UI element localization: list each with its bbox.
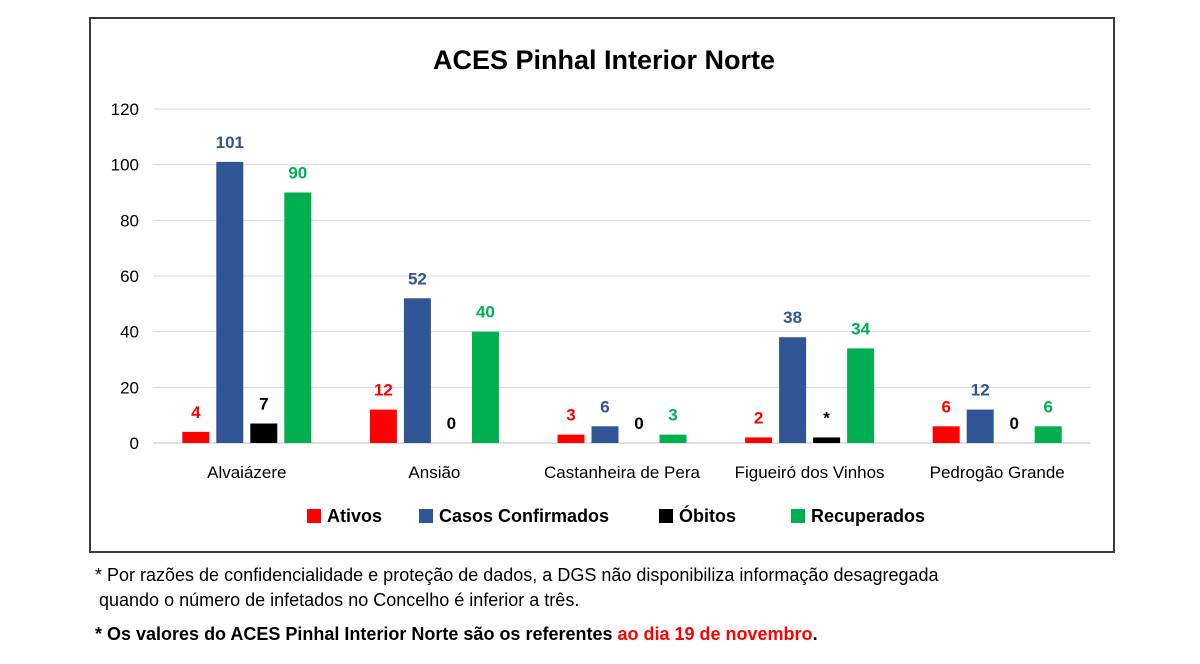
- data-label-casos-confirmados-figueiro-dos-vinhos: 38: [783, 308, 802, 327]
- data-label-casos-confirmados-alvaiazere: 101: [216, 133, 244, 152]
- category-label-figueiro-dos-vinhos: Figueiró dos Vinhos: [735, 463, 885, 482]
- y-axis-ticks: 0 20 40 60 80 100 120: [111, 100, 139, 453]
- bar-recuperados-pedrogao-grande: [1034, 426, 1062, 443]
- data-label-recuperados-pedrogao-grande: 6: [1043, 397, 1052, 416]
- bar-chart: ACES Pinhal Interior Norte 0204060801001…: [111, 45, 1091, 526]
- bar-recuperados-ansiao: [471, 331, 499, 443]
- data-label-ativos-castanheira-de-pera: 3: [566, 406, 575, 425]
- legend-swatch-ativos: [307, 509, 321, 523]
- bar-casos-confirmados-pedrogao-grande: [966, 409, 994, 443]
- chart-frame: ACES Pinhal Interior Norte 0 20 40 60 80 100 1…: [89, 17, 1115, 553]
- bar-ativos-figueiro-dos-vinhos: [745, 437, 773, 443]
- y-tick-60: 60: [120, 267, 139, 286]
- data-label-recuperados-figueiro-dos-vinhos: 34: [851, 319, 870, 338]
- legend-label-recuperados: Recuperados: [811, 506, 925, 526]
- footnote-reference-prefix: * Os valores do ACES Pinhal Interior Nor…: [95, 624, 618, 644]
- bar-casos-confirmados-ansiao: [403, 298, 431, 443]
- bar-obitos-figueiro-dos-vinhos: [813, 437, 841, 443]
- footnote-reference-suffix: .: [812, 624, 818, 644]
- bar-casos-confirmados-alvaiazere: [216, 161, 244, 443]
- data-label-ativos-ansiao: 12: [374, 381, 393, 400]
- bars: [182, 161, 1062, 443]
- y-tick-100: 100: [111, 156, 139, 175]
- footnote-reference-date-highlight: ao dia 19 de novembro: [617, 624, 813, 644]
- category-label-ansiao: Ansião: [408, 463, 460, 482]
- bar-recuperados-figueiro-dos-vinhos: [847, 348, 875, 443]
- y-tick-20: 20: [120, 378, 139, 397]
- data-label-ativos-pedrogao-grande: 6: [941, 397, 950, 416]
- bar-recuperados-alvaiazere: [284, 192, 312, 443]
- data-label-obitos-figueiro-dos-vinhos: *: [823, 408, 830, 427]
- data-label-recuperados-ansiao: 40: [476, 303, 495, 322]
- x-axis-categories: Alvaiázere Ansião Castanheira de Pera Figue…: [207, 463, 1065, 482]
- data-label-casos-confirmados-pedrogao-grande: 12: [971, 381, 990, 400]
- data-label-recuperados-alvaiazere: 90: [288, 164, 307, 183]
- bar-ativos-castanheira-de-pera: [557, 434, 585, 443]
- chart-title: ACES Pinhal Interior Norte: [433, 45, 775, 75]
- data-labels: 4 101 7 90 12 52 0 40 3 6 0 3 2 38 * 34 6 12 0 6: [191, 133, 1053, 433]
- bar-ativos-pedrogao-grande: [932, 426, 960, 443]
- legend-swatch-obitos: [659, 509, 673, 523]
- y-tick-40: 40: [120, 323, 139, 342]
- legend: Ativos Casos Confirmados Óbitos Recuperados: [307, 505, 925, 526]
- data-label-ativos-figueiro-dos-vinhos: 2: [754, 408, 763, 427]
- category-label-pedrogao-grande: Pedrogão Grande: [930, 463, 1065, 482]
- bar-ativos-alvaiazere: [182, 431, 210, 443]
- y-tick-80: 80: [120, 211, 139, 230]
- legend-swatch-casos-confirmados: [419, 509, 433, 523]
- data-label-recuperados-castanheira-de-pera: 3: [668, 406, 677, 425]
- data-label-casos-confirmados-castanheira-de-pera: 6: [600, 397, 609, 416]
- footnote-reference-date: * Os valores do ACES Pinhal Interior Nor…: [95, 622, 818, 646]
- bar-recuperados-castanheira-de-pera: [659, 434, 687, 443]
- footnote-confidentiality-cont: quando o número de infetados no Concelho…: [99, 590, 580, 610]
- data-label-ativos-alvaiazere: 4: [191, 403, 201, 422]
- footnote-confidentiality: * Por razões de confidencialidade e prot…: [95, 565, 939, 585]
- bar-obitos-alvaiazere: [250, 423, 278, 443]
- y-tick-0: 0: [130, 434, 139, 453]
- category-label-castanheira-de-pera: Castanheira de Pera: [544, 463, 700, 482]
- data-label-obitos-castanheira-de-pera: 0: [634, 414, 643, 433]
- data-label-obitos-ansiao: 0: [447, 414, 456, 433]
- data-label-obitos-alvaiazere: 7: [259, 395, 268, 414]
- y-tick-120: 120: [111, 100, 139, 119]
- legend-label-ativos: Ativos: [327, 506, 382, 526]
- category-label-alvaiazere: Alvaiázere: [207, 463, 286, 482]
- legend-swatch-recuperados: [791, 509, 805, 523]
- data-label-casos-confirmados-ansiao: 52: [408, 269, 427, 288]
- bar-casos-confirmados-castanheira-de-pera: [591, 426, 619, 443]
- bar-casos-confirmados-figueiro-dos-vinhos: [779, 337, 807, 443]
- data-label-obitos-pedrogao-grande: 0: [1009, 414, 1018, 433]
- legend-label-obitos: Óbitos: [679, 505, 736, 526]
- legend-label-casos-confirmados: Casos Confirmados: [439, 506, 609, 526]
- bar-ativos-ansiao: [369, 409, 397, 443]
